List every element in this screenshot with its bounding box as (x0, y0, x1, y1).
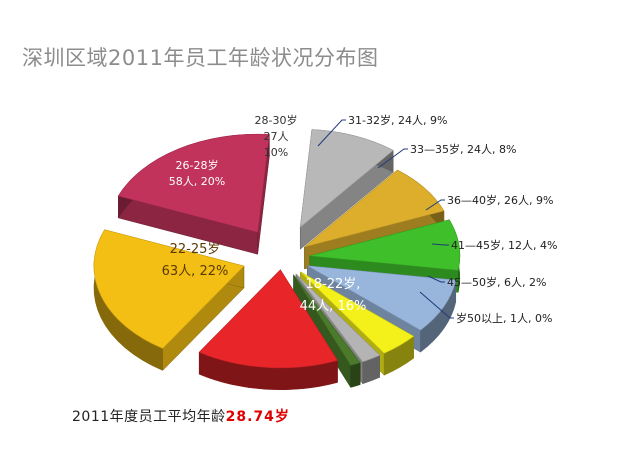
slice-label-line-6-0: 36—40岁, 26人, 9% (447, 193, 553, 207)
pie-slice-top-6 (307, 265, 457, 331)
slice-label-line-3-2: 10% (264, 146, 288, 159)
pie-slice-top-5 (309, 219, 461, 271)
slice-label-1: 22-25岁 63人, 22% (162, 242, 229, 279)
slice-label-2: 26-28岁 58人, 20% (169, 158, 225, 188)
average-age-note: 2011年度员工平均年龄28.74岁 (72, 406, 290, 426)
slice-label-line-3-0: 28-30岁 (255, 113, 298, 127)
slice-label-7: 41—45岁, 12人, 4% (451, 238, 557, 252)
slice-label-0: 18-22岁, 44人, 16% (300, 277, 367, 314)
slice-label-line-0-0: 18-22岁, (306, 277, 361, 292)
leader-line-5 (377, 148, 408, 169)
slice-label-5: 33—35岁, 24人, 8% (410, 142, 516, 156)
leader-line-4 (317, 119, 346, 147)
slice-label-3: 28-30岁 27人 10% (255, 113, 298, 159)
slice-label-line-4-0: 31-32岁, 24人, 9% (348, 113, 447, 127)
pie-slice-top-0 (198, 269, 338, 369)
slice-label-line-1-0: 22-25岁 (170, 242, 221, 257)
pie-slice-top-7 (300, 271, 415, 354)
slice-label-9: 岁50以上, 1人, 0% (456, 311, 552, 325)
leader-line-9 (419, 291, 454, 319)
pie-slice-2 (117, 133, 270, 255)
pie-slice-3 (299, 129, 394, 250)
leader-line-6 (425, 199, 445, 211)
pie-slice-top-2 (117, 133, 270, 233)
leader-line-8 (427, 275, 445, 283)
pie-slice-top-8 (295, 273, 381, 363)
average-age-label: 2011年度员工平均年龄 (72, 409, 226, 425)
slice-label-line-9-0: 岁50以上, 1人, 0% (456, 311, 552, 325)
slice-label-line-2-1: 58人, 20% (169, 175, 225, 188)
slice-label-line-5-0: 33—35岁, 24人, 8% (410, 142, 516, 156)
slice-label-line-2-0: 26-28岁 (176, 158, 219, 172)
slice-label-8: 45—50岁, 6人, 2% (447, 275, 546, 289)
slice-label-line-0-1: 44人, 16% (300, 299, 367, 314)
slice-label-4: 31-32岁, 24人, 9% (348, 113, 447, 127)
leader-line-7 (431, 243, 449, 246)
pie-slice-top-9 (293, 274, 361, 366)
average-age-value: 28.74岁 (225, 409, 290, 425)
slice-label-6: 36—40岁, 26人, 9% (447, 193, 553, 207)
pie-slice-0 (198, 268, 338, 391)
slice-label-line-7-0: 41—45岁, 12人, 4% (451, 238, 557, 252)
pie-slice-top-4 (304, 169, 445, 248)
pie-slice-top-1 (93, 229, 245, 349)
pie-slice-top-3 (299, 129, 394, 228)
slice-label-line-8-0: 45—50岁, 6人, 2% (447, 275, 546, 289)
slice-label-line-3-1: 27人 (264, 130, 289, 143)
chart-title: 深圳区域2011年员工年龄状况分布图 (22, 46, 379, 70)
pie-slice-1 (93, 228, 245, 372)
slice-label-line-1-1: 63人, 22% (162, 264, 229, 279)
